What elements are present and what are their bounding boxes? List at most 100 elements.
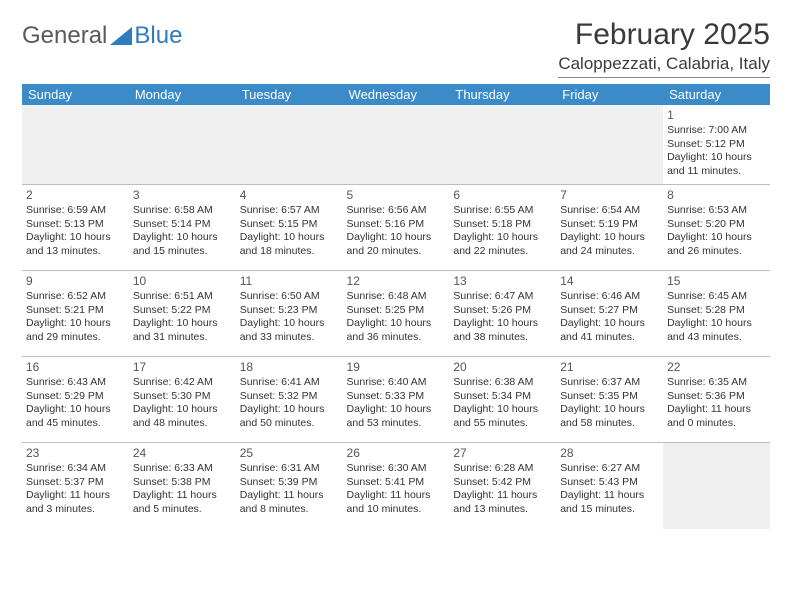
sunset-line: Sunset: 5:23 PM: [240, 304, 339, 317]
sunrise-line: Sunrise: 6:34 AM: [26, 462, 125, 475]
day-header: Monday: [129, 84, 236, 105]
day-number: 12: [347, 274, 446, 289]
day-number: 21: [560, 360, 659, 375]
sunrise-line: Sunrise: 6:38 AM: [453, 376, 552, 389]
daylight-line: Daylight: 10 hours and 29 minutes.: [26, 317, 125, 344]
calendar-day: 15Sunrise: 6:45 AMSunset: 5:28 PMDayligh…: [663, 271, 770, 357]
sunrise-line: Sunrise: 6:47 AM: [453, 290, 552, 303]
sunrise-line: Sunrise: 6:30 AM: [347, 462, 446, 475]
sunrise-line: Sunrise: 6:57 AM: [240, 204, 339, 217]
sunset-line: Sunset: 5:12 PM: [667, 138, 766, 151]
calendar-week: 16Sunrise: 6:43 AMSunset: 5:29 PMDayligh…: [22, 357, 770, 443]
sunset-line: Sunset: 5:20 PM: [667, 218, 766, 231]
calendar-day: 3Sunrise: 6:58 AMSunset: 5:14 PMDaylight…: [129, 185, 236, 271]
daylight-line: Daylight: 11 hours and 13 minutes.: [453, 489, 552, 516]
day-number: 18: [240, 360, 339, 375]
sunset-line: Sunset: 5:33 PM: [347, 390, 446, 403]
daylight-line: Daylight: 10 hours and 43 minutes.: [667, 317, 766, 344]
day-header: Friday: [556, 84, 663, 105]
sunrise-line: Sunrise: 6:35 AM: [667, 376, 766, 389]
calendar-empty: [663, 443, 770, 529]
sunrise-line: Sunrise: 6:27 AM: [560, 462, 659, 475]
calendar-empty: [556, 105, 663, 185]
sunset-line: Sunset: 5:25 PM: [347, 304, 446, 317]
daylight-line: Daylight: 10 hours and 53 minutes.: [347, 403, 446, 430]
day-number: 2: [26, 188, 125, 203]
brand-logo: General Blue: [22, 18, 182, 50]
calendar-day: 28Sunrise: 6:27 AMSunset: 5:43 PMDayligh…: [556, 443, 663, 529]
calendar-day: 22Sunrise: 6:35 AMSunset: 5:36 PMDayligh…: [663, 357, 770, 443]
day-number: 11: [240, 274, 339, 289]
daylight-line: Daylight: 10 hours and 11 minutes.: [667, 151, 766, 178]
calendar-day: 18Sunrise: 6:41 AMSunset: 5:32 PMDayligh…: [236, 357, 343, 443]
day-number: 17: [133, 360, 232, 375]
sunset-line: Sunset: 5:26 PM: [453, 304, 552, 317]
calendar-day: 13Sunrise: 6:47 AMSunset: 5:26 PMDayligh…: [449, 271, 556, 357]
day-number: 23: [26, 446, 125, 461]
sunset-line: Sunset: 5:36 PM: [667, 390, 766, 403]
day-number: 13: [453, 274, 552, 289]
sunset-line: Sunset: 5:15 PM: [240, 218, 339, 231]
sunset-line: Sunset: 5:19 PM: [560, 218, 659, 231]
day-header: Wednesday: [343, 84, 450, 105]
day-number: 27: [453, 446, 552, 461]
location: Caloppezzati, Calabria, Italy: [558, 54, 770, 78]
day-number: 7: [560, 188, 659, 203]
calendar-empty: [236, 105, 343, 185]
sunset-line: Sunset: 5:14 PM: [133, 218, 232, 231]
calendar-day: 24Sunrise: 6:33 AMSunset: 5:38 PMDayligh…: [129, 443, 236, 529]
calendar-day: 11Sunrise: 6:50 AMSunset: 5:23 PMDayligh…: [236, 271, 343, 357]
calendar-day: 2Sunrise: 6:59 AMSunset: 5:13 PMDaylight…: [22, 185, 129, 271]
calendar-day: 5Sunrise: 6:56 AMSunset: 5:16 PMDaylight…: [343, 185, 450, 271]
daylight-line: Daylight: 10 hours and 26 minutes.: [667, 231, 766, 258]
calendar-day: 14Sunrise: 6:46 AMSunset: 5:27 PMDayligh…: [556, 271, 663, 357]
sunrise-line: Sunrise: 6:54 AM: [560, 204, 659, 217]
calendar-body: 1Sunrise: 7:00 AMSunset: 5:12 PMDaylight…: [22, 105, 770, 529]
calendar-day: 8Sunrise: 6:53 AMSunset: 5:20 PMDaylight…: [663, 185, 770, 271]
sunset-line: Sunset: 5:13 PM: [26, 218, 125, 231]
calendar-day: 23Sunrise: 6:34 AMSunset: 5:37 PMDayligh…: [22, 443, 129, 529]
title-block: February 2025 Caloppezzati, Calabria, It…: [558, 18, 770, 78]
sunset-line: Sunset: 5:22 PM: [133, 304, 232, 317]
day-number: 10: [133, 274, 232, 289]
sunset-line: Sunset: 5:27 PM: [560, 304, 659, 317]
day-header: Saturday: [663, 84, 770, 105]
calendar-empty: [449, 105, 556, 185]
sunrise-line: Sunrise: 6:41 AM: [240, 376, 339, 389]
sunset-line: Sunset: 5:21 PM: [26, 304, 125, 317]
sunrise-line: Sunrise: 6:58 AM: [133, 204, 232, 217]
calendar-day: 17Sunrise: 6:42 AMSunset: 5:30 PMDayligh…: [129, 357, 236, 443]
sunrise-line: Sunrise: 7:00 AM: [667, 124, 766, 137]
daylight-line: Daylight: 11 hours and 0 minutes.: [667, 403, 766, 430]
daylight-line: Daylight: 10 hours and 45 minutes.: [26, 403, 125, 430]
brand-part2: Blue: [134, 22, 182, 50]
calendar-day: 16Sunrise: 6:43 AMSunset: 5:29 PMDayligh…: [22, 357, 129, 443]
sunrise-line: Sunrise: 6:52 AM: [26, 290, 125, 303]
daylight-line: Daylight: 10 hours and 41 minutes.: [560, 317, 659, 344]
daylight-line: Daylight: 11 hours and 3 minutes.: [26, 489, 125, 516]
sunrise-line: Sunrise: 6:42 AM: [133, 376, 232, 389]
daylight-line: Daylight: 10 hours and 33 minutes.: [240, 317, 339, 344]
sunset-line: Sunset: 5:41 PM: [347, 476, 446, 489]
day-number: 14: [560, 274, 659, 289]
calendar-week: 2Sunrise: 6:59 AMSunset: 5:13 PMDaylight…: [22, 185, 770, 271]
sunset-line: Sunset: 5:16 PM: [347, 218, 446, 231]
calendar-page: General Blue February 2025 Caloppezzati,…: [0, 0, 792, 539]
sunrise-line: Sunrise: 6:55 AM: [453, 204, 552, 217]
calendar-day: 12Sunrise: 6:48 AMSunset: 5:25 PMDayligh…: [343, 271, 450, 357]
sunset-line: Sunset: 5:28 PM: [667, 304, 766, 317]
day-number: 4: [240, 188, 339, 203]
calendar-day: 9Sunrise: 6:52 AMSunset: 5:21 PMDaylight…: [22, 271, 129, 357]
daylight-line: Daylight: 10 hours and 15 minutes.: [133, 231, 232, 258]
sunset-line: Sunset: 5:38 PM: [133, 476, 232, 489]
day-header: Tuesday: [236, 84, 343, 105]
sunset-line: Sunset: 5:34 PM: [453, 390, 552, 403]
daylight-line: Daylight: 11 hours and 5 minutes.: [133, 489, 232, 516]
sunrise-line: Sunrise: 6:45 AM: [667, 290, 766, 303]
daylight-line: Daylight: 11 hours and 10 minutes.: [347, 489, 446, 516]
sunrise-line: Sunrise: 6:50 AM: [240, 290, 339, 303]
calendar-day: 27Sunrise: 6:28 AMSunset: 5:42 PMDayligh…: [449, 443, 556, 529]
calendar-week: 23Sunrise: 6:34 AMSunset: 5:37 PMDayligh…: [22, 443, 770, 529]
daylight-line: Daylight: 10 hours and 48 minutes.: [133, 403, 232, 430]
calendar-day: 4Sunrise: 6:57 AMSunset: 5:15 PMDaylight…: [236, 185, 343, 271]
